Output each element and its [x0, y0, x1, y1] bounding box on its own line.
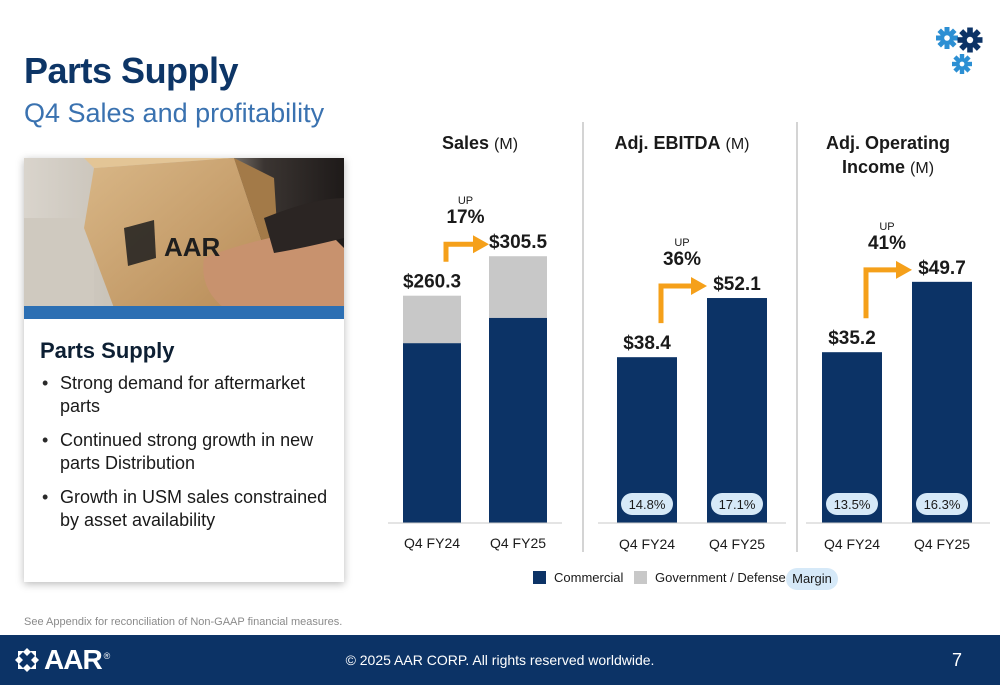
margin-pill-bg: [916, 493, 968, 515]
legend-commercial-label: Commercial: [554, 570, 624, 585]
bar-total-label: $35.2: [828, 328, 876, 349]
bar-total-label: $305.5: [489, 232, 548, 253]
bar-total-label: $260.3: [403, 272, 461, 293]
x-tick-label: Q4 FY24: [824, 536, 880, 552]
card-bullets: Strong demand for aftermarket parts Cont…: [40, 372, 336, 543]
opinc-title-line2: Income: [841, 157, 906, 177]
growth-direction-label: UP: [879, 221, 894, 233]
bar-government-defense-0: [403, 295, 461, 344]
opinc-title-unit: (M): [910, 160, 935, 177]
legend-margin-pill: Margin: [786, 568, 838, 590]
legend-government-swatch: [634, 571, 647, 584]
bar-government-defense-1: [489, 256, 547, 318]
margin-pill-label: 16.3%: [924, 497, 961, 512]
footnote: See Appendix for reconciliation of Non-G…: [24, 616, 343, 628]
ebitda-title-text: Adj. EBITDA: [614, 133, 721, 153]
card-heading: Parts Supply: [40, 338, 175, 363]
x-tick-label: Q4 FY25: [914, 536, 970, 552]
chart-divider: [796, 122, 798, 552]
aar-logo-icon: [15, 648, 39, 672]
page-title: Parts Supply: [24, 50, 239, 91]
bar-total-1: [707, 298, 767, 523]
ebitda-chart-title: Adj. EBITDA (M): [592, 131, 772, 157]
growth-arrow-head: [473, 235, 489, 254]
legend-commercial: Commercial: [533, 570, 623, 585]
footer-bar: AAR ® © 2025 AAR CORP. All rights reserv…: [0, 635, 1000, 685]
opinc-chart-title: Adj. Operating Income (M): [800, 131, 976, 181]
growth-arrow-head: [896, 260, 912, 279]
chart-divider: [582, 122, 584, 552]
growth-direction-label: UP: [674, 237, 689, 249]
opinc-title-line1: Adj. Operating: [825, 133, 950, 153]
x-tick-label: Q4 FY25: [490, 535, 546, 551]
growth-percent-label: 41%: [868, 233, 906, 254]
page-subtitle: Q4 Sales and profitability: [24, 98, 325, 128]
bullet-item: Continued strong growth in new parts Dis…: [40, 429, 336, 475]
growth-arrow-line: [443, 241, 475, 262]
page-number: 7: [952, 650, 963, 670]
x-tick-label: Q4 FY24: [619, 536, 675, 552]
bar-commercial-1: [489, 317, 547, 523]
bullet-item: Growth in USM sales constrained by asset…: [40, 486, 336, 532]
bar-total-label: $49.7: [918, 258, 966, 279]
gears-icon: [936, 27, 983, 74]
growth-percent-label: 36%: [663, 249, 701, 270]
parts-supply-card: AAR Parts Supply Strong demand for after…: [24, 158, 344, 582]
growth-direction-label: UP: [458, 195, 473, 207]
bar-commercial-0: [403, 343, 461, 523]
footer-logo-registered: ®: [103, 651, 111, 661]
growth-arrow-line: [658, 283, 693, 324]
legend-government-label: Government / Defense: [655, 570, 786, 585]
margin-pill-bg: [826, 493, 878, 515]
bar-total-1: [912, 281, 972, 523]
margin-pill-label: 17.1%: [719, 497, 756, 512]
growth-arrow-head: [691, 277, 707, 296]
footer-logo-text: AAR: [44, 644, 103, 675]
x-tick-label: Q4 FY24: [404, 535, 460, 551]
photo-box-logo-text: AAR: [164, 232, 221, 262]
growth-percent-label: 17%: [446, 207, 484, 228]
margin-pill-bg: [621, 493, 673, 515]
margin-pill-bg: [711, 493, 763, 515]
box-handoff-photo: AAR: [24, 158, 344, 308]
sales-chart-title: Sales (M): [390, 131, 570, 157]
x-tick-label: Q4 FY25: [709, 536, 765, 552]
sales-title-unit: (M): [494, 136, 519, 153]
margin-pill-label: 13.5%: [834, 497, 871, 512]
bar-total-label: $38.4: [623, 333, 671, 354]
copyright-text: © 2025 AAR CORP. All rights reserved wor…: [345, 652, 655, 668]
legend-government: Government / Defense: [634, 570, 786, 585]
legend-commercial-swatch: [533, 571, 546, 584]
margin-pill-label: 14.8%: [629, 497, 666, 512]
photo-accent-strip: [24, 306, 344, 319]
growth-arrow-line: [863, 267, 898, 319]
sales-title-text: Sales: [441, 133, 490, 153]
bullet-item: Strong demand for aftermarket parts: [40, 372, 336, 418]
bar-total-label: $52.1: [713, 274, 761, 295]
ebitda-title-unit: (M): [725, 136, 750, 153]
footer-logo: AAR ®: [14, 644, 111, 675]
